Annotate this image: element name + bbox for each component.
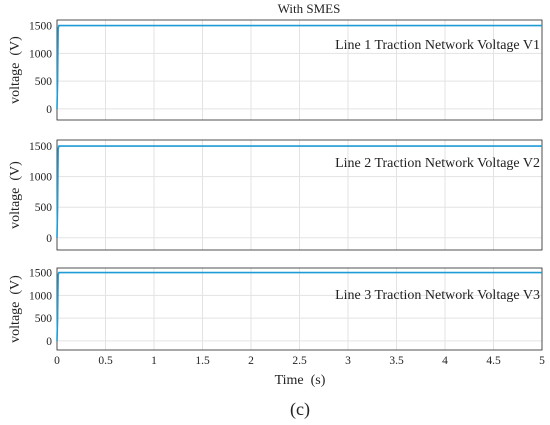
y-tick-label: 0: [46, 336, 52, 348]
x-tick-label: 2.5: [292, 355, 307, 367]
x-tick-label: 0: [54, 355, 60, 367]
series-line: [56, 24, 542, 109]
y-axis-label: voltage (V): [8, 161, 23, 229]
x-tick-label: 3.5: [389, 355, 404, 367]
y-axis-label: voltage (V): [8, 275, 23, 343]
chart-title: With SMES: [278, 1, 341, 16]
y-tick-label: 1500: [29, 21, 52, 33]
series-line: [56, 145, 542, 238]
x-tick-label: 2: [248, 355, 254, 367]
panel-annotation: Line 2 Traction Network Voltage V2: [335, 156, 540, 171]
y-tick-label: 0: [46, 233, 52, 245]
panel-2: 0 500 1000 1500 voltage (V) Line 2 Traction N…: [8, 139, 543, 251]
panel-3: 0 500 1000 1500 0 0.5 1 1.5 2 2.5 3 3.5 4 4.5 5 voltage…: [8, 268, 545, 367]
y-tick-label: 500: [35, 202, 53, 214]
y-axis-label: voltage (V): [8, 36, 23, 104]
y-tick-label: 0: [46, 104, 52, 116]
y-tick-label: 500: [35, 313, 53, 325]
panel-annotation: Line 1 Traction Network Voltage V1: [335, 38, 540, 53]
panel-annotation: Line 3 Traction Network Voltage V3: [335, 288, 540, 303]
series-line: [56, 271, 542, 341]
figure-caption: (c): [290, 399, 310, 420]
y-tick-label: 1000: [29, 172, 52, 184]
y-tick-label: 1000: [29, 48, 52, 60]
x-tick-label: 3: [345, 355, 351, 367]
x-tick-label: 1.5: [195, 355, 210, 367]
x-tick-label: 4.5: [486, 355, 501, 367]
x-axis-label: Time (s): [275, 373, 326, 388]
x-tick-label: 4: [442, 355, 448, 367]
x-tick-label: 0.5: [98, 355, 113, 367]
x-tick-label: 1: [151, 355, 157, 367]
y-tick-label: 1500: [29, 268, 52, 280]
y-tick-label: 1000: [29, 290, 52, 302]
y-tick-label: 500: [35, 76, 53, 88]
panel-1: 0 500 1000 1500 voltage (V) Line 1 Traction N…: [8, 19, 543, 121]
y-tick-label: 1500: [29, 141, 52, 153]
x-tick-label: 5: [539, 355, 545, 367]
